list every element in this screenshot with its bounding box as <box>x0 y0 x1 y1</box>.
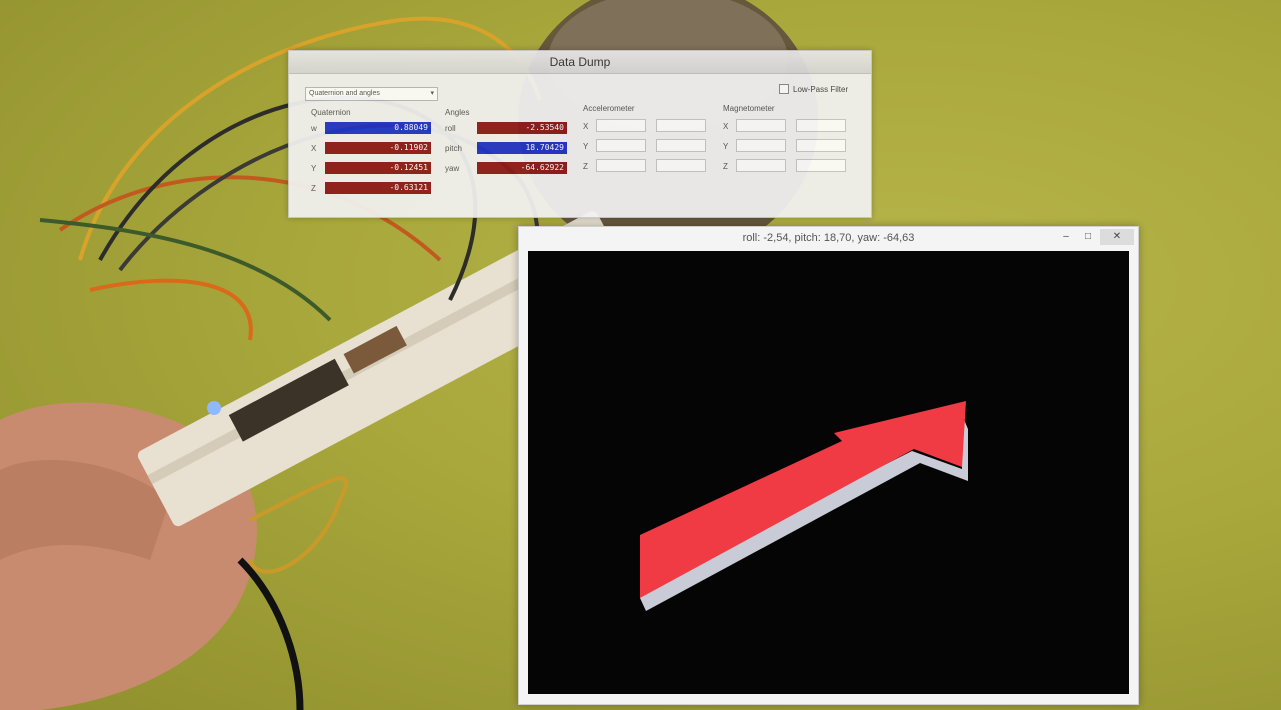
close-icon[interactable]: ✕ <box>1100 229 1134 245</box>
accel-axis-label: Z <box>583 162 588 171</box>
mag-axis-label: X <box>723 122 729 131</box>
maximize-icon[interactable]: □ <box>1084 231 1092 242</box>
mag-y-field-1[interactable] <box>736 139 786 152</box>
arrow-edge <box>640 415 968 611</box>
yaw-value: -64.62922 <box>477 162 567 174</box>
angle-row-label: yaw <box>445 164 460 173</box>
quaternion-label: Quaternion <box>311 108 351 117</box>
data-dump-title[interactable]: Data Dump <box>289 51 871 74</box>
mag-z-field-2[interactable] <box>796 159 846 172</box>
angle-row-label: pitch <box>445 144 462 153</box>
mag-y-field-2[interactable] <box>796 139 846 152</box>
roll-value: -2.53540 <box>477 122 567 134</box>
checkbox-icon <box>779 84 789 94</box>
accel-z-field-1[interactable] <box>596 159 646 172</box>
quat-w-value: 0.88049 <box>325 122 431 134</box>
quat-row-label: X <box>311 144 317 153</box>
mode-select[interactable]: Quaternion and angles ▾ <box>305 87 438 101</box>
quat-y-value: -0.12451 <box>325 162 431 174</box>
angle-row-label: roll <box>445 124 456 133</box>
wire-green <box>39 218 332 322</box>
quat-row-label: w <box>311 124 317 133</box>
accelerometer-label: Accelerometer <box>583 104 635 113</box>
3d-viewport[interactable] <box>528 251 1129 694</box>
accel-x-field-2[interactable] <box>656 119 706 132</box>
viewer-title: roll: -2,54, pitch: 18,70, yaw: -64,63 <box>742 232 915 244</box>
low-pass-filter-checkbox[interactable]: Low-Pass Filter <box>779 84 848 94</box>
quat-x-value: -0.11902 <box>325 142 431 154</box>
minimize-icon[interactable]: – <box>1063 231 1069 242</box>
mag-x-field-1[interactable] <box>736 119 786 132</box>
accel-axis-label: Y <box>583 142 589 151</box>
accel-y-field-2[interactable] <box>656 139 706 152</box>
orientation-viewer-window: roll: -2,54, pitch: 18,70, yaw: -64,63 –… <box>518 226 1139 705</box>
blue-led <box>207 401 221 415</box>
mode-select-value: Quaternion and angles <box>309 90 380 97</box>
quat-z-value: -0.63121 <box>325 182 431 194</box>
hand-shape <box>0 402 257 710</box>
magnetometer-label: Magnetometer <box>723 104 775 113</box>
quat-row-label: Y <box>311 164 317 173</box>
accel-axis-label: X <box>583 122 589 131</box>
angles-label: Angles <box>445 108 470 117</box>
arrow-scene <box>640 401 968 611</box>
wire-yellow-loop <box>248 476 348 574</box>
wire-orange-2 <box>89 278 253 341</box>
mag-z-field-1[interactable] <box>736 159 786 172</box>
mag-x-field-2[interactable] <box>796 119 846 132</box>
viewer-titlebar[interactable]: roll: -2,54, pitch: 18,70, yaw: -64,63 –… <box>519 227 1138 249</box>
cable-black <box>237 557 304 710</box>
accel-y-field-1[interactable] <box>596 139 646 152</box>
accel-x-field-1[interactable] <box>596 119 646 132</box>
accel-z-field-2[interactable] <box>656 159 706 172</box>
window-controls: – □ ✕ <box>1056 229 1134 245</box>
mag-axis-label: Y <box>723 142 729 151</box>
pitch-value: 18.70429 <box>477 142 567 154</box>
quat-row-label: Z <box>311 184 316 193</box>
data-dump-window: Data Dump Quaternion and angles ▾ Low-Pa… <box>288 50 872 218</box>
low-pass-filter-label: Low-Pass Filter <box>793 84 849 94</box>
data-dump-body: Quaternion and angles ▾ Low-Pass Filter … <box>289 74 871 217</box>
chevron-down-icon: ▾ <box>430 90 434 97</box>
mag-axis-label: Z <box>723 162 728 171</box>
arrow-3d-model <box>640 401 966 598</box>
